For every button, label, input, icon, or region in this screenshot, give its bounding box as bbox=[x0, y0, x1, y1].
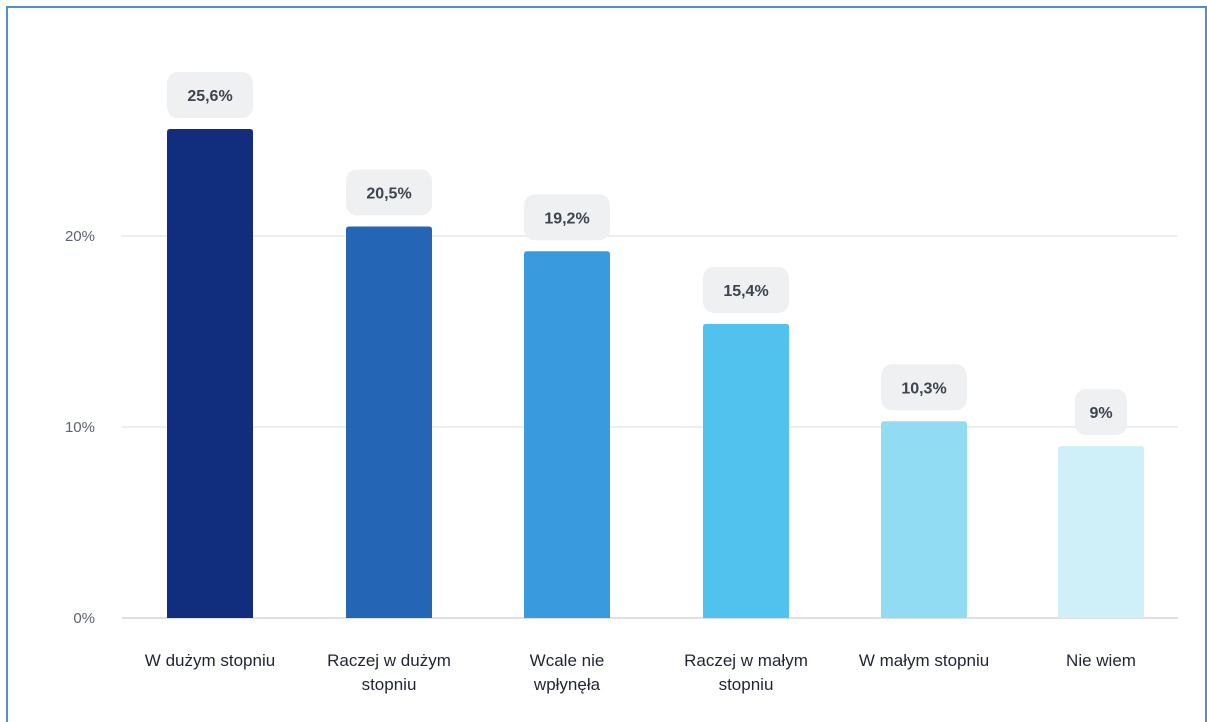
bar bbox=[346, 226, 432, 618]
bar bbox=[881, 421, 967, 618]
y-tick-label: 20% bbox=[65, 228, 95, 245]
value-label: 19,2% bbox=[544, 210, 589, 227]
x-tick-label: W dużym stopniu bbox=[145, 651, 275, 670]
y-tick-label: 0% bbox=[73, 610, 95, 627]
bar bbox=[524, 251, 610, 618]
value-label-pill bbox=[524, 194, 610, 241]
x-tick-label: Raczej w dużym stopniu bbox=[327, 651, 451, 694]
value-label: 9% bbox=[1089, 405, 1112, 422]
y-tick-label: 10% bbox=[65, 419, 95, 436]
value-label: 15,4% bbox=[723, 283, 768, 300]
bar bbox=[703, 323, 789, 618]
value-label: 10,3% bbox=[901, 380, 946, 397]
x-tick-label: Wcale nie wpłynęła bbox=[530, 651, 605, 694]
value-label-pill bbox=[1075, 389, 1127, 436]
value-label-pill bbox=[881, 364, 967, 411]
value-label-pill bbox=[346, 169, 432, 216]
value-label: 25,6% bbox=[187, 88, 232, 105]
bar bbox=[167, 129, 253, 619]
value-label-pill bbox=[703, 266, 789, 313]
x-tick-label: Raczej w małym stopniu bbox=[684, 651, 808, 694]
x-tick-label: W małym stopniu bbox=[859, 651, 989, 670]
value-label-pill bbox=[167, 72, 253, 119]
value-label: 20,5% bbox=[366, 185, 411, 202]
x-tick-label: Nie wiem bbox=[1066, 651, 1136, 670]
bar bbox=[1058, 446, 1144, 618]
